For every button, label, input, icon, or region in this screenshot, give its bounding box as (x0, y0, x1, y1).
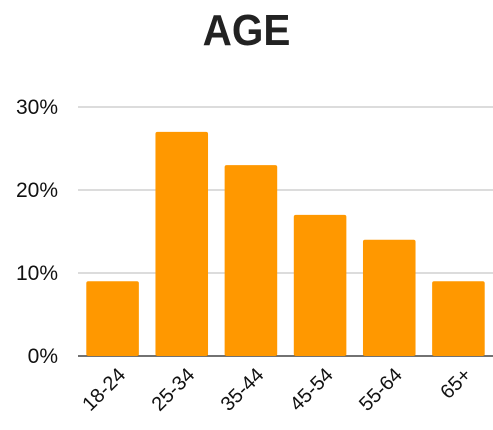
x-tick-label: 18-24 (78, 364, 130, 416)
x-tick-label: 35-44 (217, 364, 269, 416)
bar-35-44 (224, 165, 278, 356)
bar-45-54 (293, 214, 347, 356)
y-tick-label: 10% (16, 262, 58, 285)
y-tick-label: 0% (28, 345, 58, 368)
y-axis-tick-labels: 0% 10% 20% 30% (16, 96, 58, 368)
x-tick-label: 45-54 (286, 364, 338, 416)
bar-55-64 (362, 239, 416, 356)
x-tick-label: 25-34 (148, 364, 200, 416)
x-tick-label: 65+ (436, 364, 476, 404)
chart-title: AGE (202, 6, 291, 55)
y-tick-label: 30% (16, 96, 58, 119)
bar-65+ (432, 281, 485, 356)
bars (86, 131, 485, 356)
bar-18-24 (86, 281, 139, 356)
gridlines (78, 106, 493, 357)
bar-25-34 (155, 131, 209, 356)
y-tick-label: 20% (16, 179, 58, 202)
x-tick-label: 55-64 (355, 364, 407, 416)
x-axis-tick-labels: 18-24 25-34 35-44 45-54 55-64 65+ (78, 364, 476, 416)
